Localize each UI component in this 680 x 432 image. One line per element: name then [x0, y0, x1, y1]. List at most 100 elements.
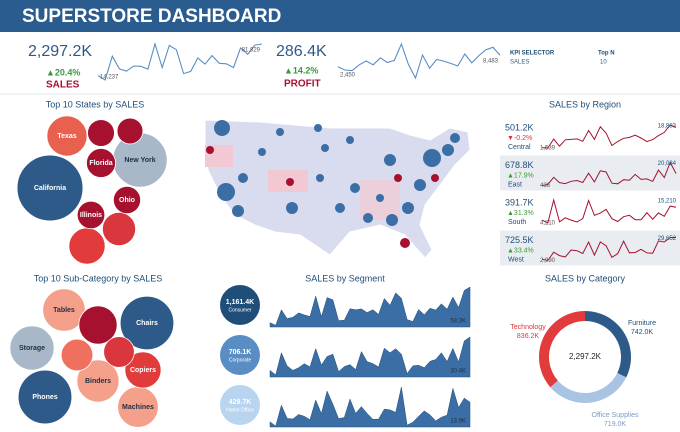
bubble — [16, 154, 84, 222]
bubble — [76, 359, 120, 403]
trend-start-label: 2,450 — [340, 73, 356, 79]
bubble-label: California — [34, 185, 66, 192]
selector-value[interactable]: SALES — [510, 60, 529, 66]
region-change: ▲31.3% — [507, 210, 534, 217]
segment-end-label: 58.3K — [450, 319, 466, 325]
bubble-label: Chairs — [136, 320, 158, 327]
bubble — [78, 305, 118, 345]
bubble — [60, 338, 94, 372]
panel-title: Top 10 States by SALES — [46, 99, 145, 109]
selector-label: KPI SELECTOR — [510, 51, 555, 57]
panel-title: SALES by Category — [545, 273, 626, 283]
trend-start-label: 2,990 — [540, 258, 556, 264]
region-trend-line — [541, 124, 677, 149]
segment-name: Consumer — [228, 307, 251, 313]
trend-end-label: 18,883 — [658, 124, 677, 130]
kpi-name: SALES — [46, 80, 80, 91]
segment-circle — [220, 335, 260, 375]
bubble-label: Machines — [122, 404, 154, 411]
kpi-change: ▲20.4% — [46, 67, 80, 77]
bubble — [42, 288, 86, 332]
region-total: 391.7K — [505, 197, 534, 207]
donut-center-label: 2,297.2K — [569, 352, 602, 361]
category-value: 719.0K — [604, 421, 627, 428]
segment-area — [269, 386, 471, 428]
segment-name: Corporate — [229, 357, 251, 363]
segment-name: Home Office — [226, 407, 254, 413]
header-bar — [0, 0, 680, 32]
bubble-label: Ohio — [119, 197, 135, 204]
region-trend-line — [541, 198, 677, 224]
bubble — [101, 211, 137, 247]
region-row — [500, 155, 680, 191]
trend-end-label: 15,210 — [658, 199, 677, 205]
region-total: 725.5K — [505, 235, 534, 245]
segment-total: 706.1K — [229, 349, 252, 356]
top-n-value[interactable]: 10 — [600, 60, 607, 66]
bubble-label: Tables — [53, 307, 75, 314]
donut-segment — [585, 311, 632, 378]
segment-total: 1,161.4K — [226, 299, 254, 306]
region-trend-line — [541, 161, 677, 186]
bubble — [76, 200, 106, 230]
region-change: ▲17.9% — [507, 172, 534, 179]
category-name: Technology — [510, 324, 546, 331]
region-name: East — [508, 181, 522, 188]
trend-end-label: 8,483 — [483, 59, 499, 65]
bubble — [46, 115, 88, 157]
kpi-value: 2,297.2K — [28, 43, 92, 60]
panel-title: SALES by Region — [549, 99, 621, 109]
region-total: 501.2K — [505, 122, 534, 132]
trend-end-label: 81,829 — [242, 48, 261, 54]
region-name: Central — [508, 144, 531, 151]
region-change: ▲33.4% — [507, 247, 534, 254]
kpi-trend-line — [97, 42, 263, 81]
bubble-label: Illinois — [80, 212, 102, 219]
kpi-value: 286.4K — [276, 43, 327, 60]
trend-end-label: 29,652 — [658, 236, 677, 242]
region-name: South — [508, 219, 526, 226]
segment-total: 429.7K — [229, 399, 252, 406]
segment-area — [269, 286, 471, 328]
region-trend-line — [541, 237, 676, 262]
region-total: 678.8K — [505, 160, 534, 170]
bubble-label: Copiers — [130, 367, 156, 374]
region-row — [500, 193, 680, 228]
us-map — [204, 119, 471, 259]
bubble-label: New York — [124, 157, 155, 164]
region-change: ▼-0.2% — [507, 135, 532, 142]
region-name: West — [508, 256, 524, 263]
segment-end-label: 13.9K — [450, 419, 466, 425]
trend-start-label: 4,210 — [540, 221, 556, 227]
bubble-label: Phones — [32, 394, 57, 401]
bubble — [112, 185, 142, 215]
category-name: Office Supplies — [592, 412, 639, 419]
trend-start-label: 436 — [540, 183, 551, 189]
bubble-label: Florida — [89, 160, 112, 167]
segment-circle — [220, 385, 260, 425]
bubble — [87, 119, 115, 147]
region-row — [500, 118, 680, 153]
page-title: SUPERSTORE DASHBOARD — [22, 6, 281, 27]
bubble-label: Texas — [57, 133, 76, 140]
segment-circle — [220, 285, 260, 325]
trend-start-label: 14,237 — [100, 75, 119, 81]
bubble — [68, 227, 106, 265]
bubble — [17, 369, 73, 425]
top-n-label: Top N — [598, 51, 615, 57]
segment-area — [269, 336, 471, 378]
segment-end-label: 30.4K — [450, 369, 466, 375]
region-row — [500, 230, 680, 266]
category-value: 742.0K — [631, 329, 654, 336]
category-name: Furniture — [628, 320, 656, 327]
bubble — [119, 295, 175, 351]
bubble — [103, 336, 135, 368]
donut-segment — [550, 372, 627, 403]
bubble — [9, 325, 55, 371]
bubble-label: Binders — [85, 378, 111, 385]
trend-end-label: 20,084 — [658, 161, 677, 167]
bubble — [124, 351, 162, 389]
kpi-trend-line — [337, 42, 501, 80]
kpi-name: PROFIT — [284, 79, 321, 90]
